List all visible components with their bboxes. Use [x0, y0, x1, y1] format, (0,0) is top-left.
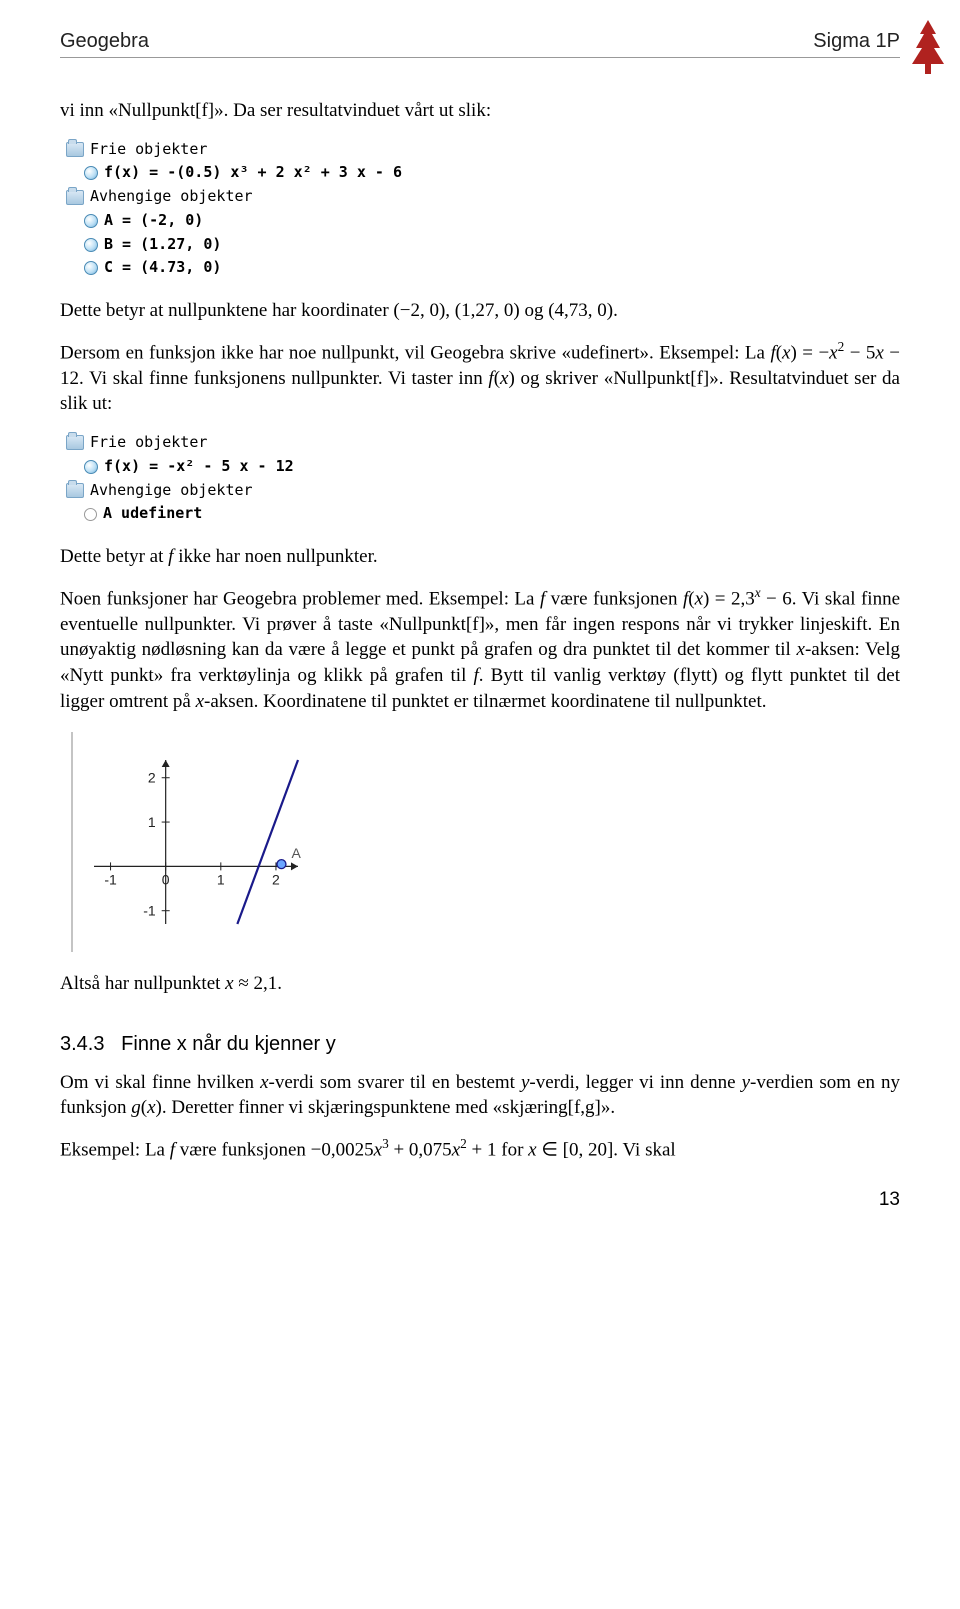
svg-text:1: 1	[148, 814, 156, 830]
bullet-empty-icon	[84, 508, 97, 521]
folder-icon	[66, 435, 84, 450]
svg-text:1: 1	[217, 872, 225, 888]
svg-text:-1: -1	[104, 872, 117, 888]
header-left: Geogebra	[60, 30, 149, 53]
svg-text:2: 2	[148, 770, 156, 786]
paragraph-5: Noen funksjoner har Geogebra problemer m…	[60, 584, 900, 715]
ss1-B: B = (1.27, 0)	[104, 234, 221, 256]
ss2-A: A udefinert	[103, 503, 202, 525]
bullet-icon	[84, 238, 98, 252]
screenshot-1: Frie objekter f(x) = -(0.5) x³ + 2 x² + …	[66, 138, 900, 281]
paragraph-6: Altså har nullpunktet x ≈ 2,1.	[60, 971, 900, 997]
bullet-icon	[84, 460, 98, 474]
page-header: Geogebra Sigma 1P	[60, 30, 900, 58]
graph: -1012-112A	[66, 732, 900, 957]
svg-text:A: A	[291, 845, 301, 861]
paragraph-2: Dette betyr at nullpunktene har koordina…	[60, 298, 900, 324]
ss1-group1: Frie objekter	[90, 139, 207, 161]
paragraph-1: vi inn «Nullpunkt[f]». Da ser resultatvi…	[60, 98, 900, 124]
paragraph-4: Dette betyr at f ikke har noen nullpunkt…	[60, 544, 900, 570]
paragraph-3: Dersom en funksjon ikke har noe nullpunk…	[60, 338, 900, 417]
ss1-group2: Avhengige objekter	[90, 186, 253, 208]
header-right: Sigma 1P	[813, 30, 900, 53]
svg-text:0: 0	[162, 872, 170, 888]
ss2-group2: Avhengige objekter	[90, 480, 253, 502]
bullet-icon	[84, 214, 98, 228]
page-number: 13	[60, 1189, 900, 1211]
svg-text:2: 2	[272, 872, 280, 888]
ss2-group1: Frie objekter	[90, 432, 207, 454]
screenshot-2: Frie objekter f(x) = -x² - 5 x - 12 Avhe…	[66, 431, 900, 526]
bullet-icon	[84, 166, 98, 180]
section-heading: 3.4.3 Finne x når du kjenner y	[60, 1033, 900, 1056]
ss1-f: f(x) = -(0.5) x³ + 2 x² + 3 x - 6	[104, 162, 402, 184]
section-number: 3.4.3	[60, 1033, 104, 1055]
paragraph-7: Om vi skal finne hvilken x-verdi som sva…	[60, 1070, 900, 1121]
bullet-icon	[84, 261, 98, 275]
folder-icon	[66, 142, 84, 157]
ss1-C: C = (4.73, 0)	[104, 257, 221, 279]
paragraph-8: Eksempel: La f være funksjonen −0,0025x3…	[60, 1135, 900, 1163]
section-title: Finne x når du kjenner y	[121, 1033, 336, 1055]
tree-icon	[906, 18, 950, 84]
folder-icon	[66, 483, 84, 498]
ss2-f: f(x) = -x² - 5 x - 12	[104, 456, 294, 478]
folder-icon	[66, 190, 84, 205]
ss1-A: A = (-2, 0)	[104, 210, 203, 232]
svg-text:-1: -1	[143, 903, 156, 919]
